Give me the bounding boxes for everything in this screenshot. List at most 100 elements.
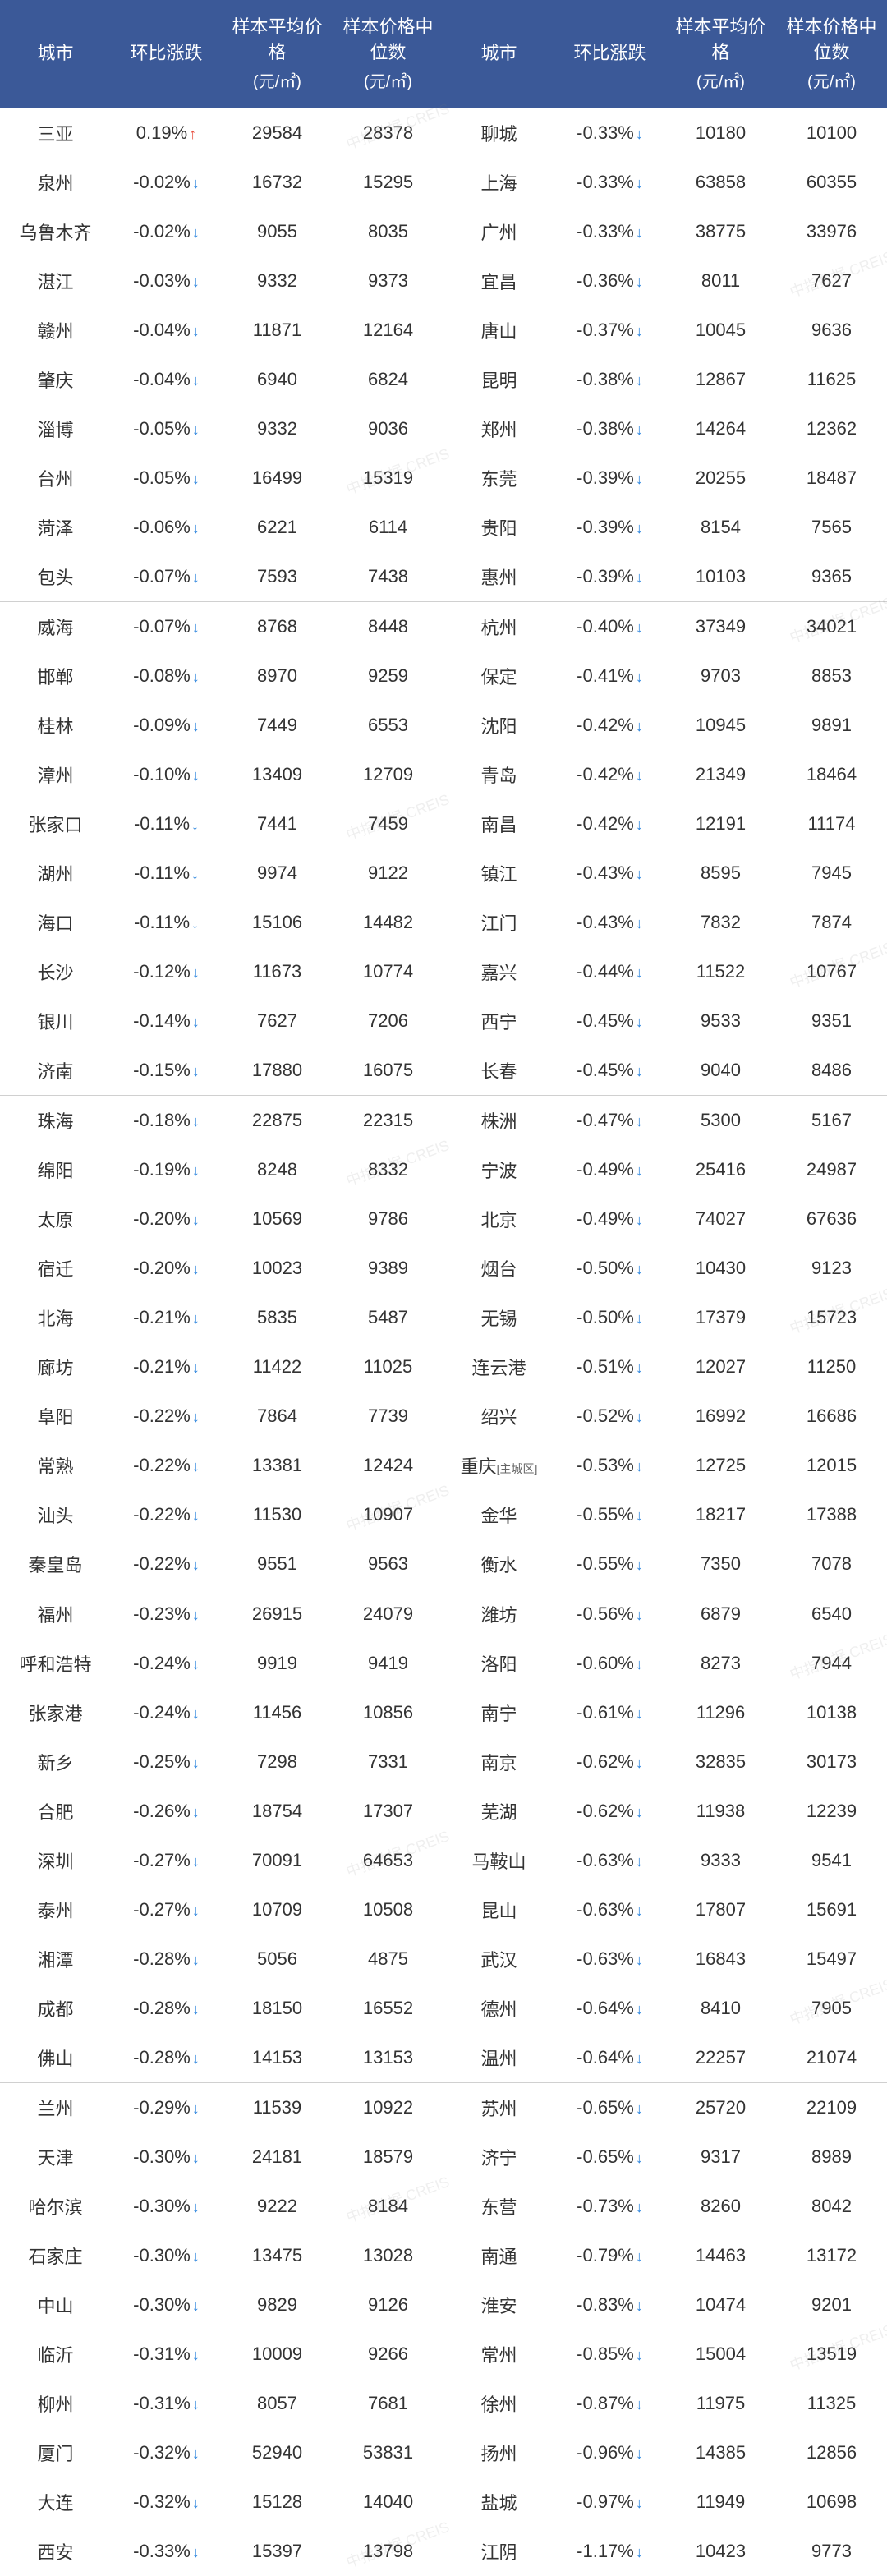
city-cell: 桂林	[0, 701, 111, 750]
city-cell: 衡水	[444, 1539, 554, 1589]
avg-cell: 7441	[222, 799, 333, 849]
change-cell: -0.18%↓	[111, 1095, 222, 1145]
table-row: 西安-0.33%↓1539713798中指数据 CREIS江阴-1.17%↓10…	[0, 2527, 887, 2576]
table-row: 威海-0.07%↓87688448杭州-0.40%↓3734934021中指数据…	[0, 601, 887, 651]
avg-cell: 14385	[665, 2428, 776, 2477]
change-value: 0.19%	[136, 122, 187, 143]
change-value: -0.03%	[133, 270, 191, 291]
change-cell: -0.09%↓	[111, 701, 222, 750]
median-cell: 9365	[776, 552, 887, 602]
table-row: 石家庄-0.30%↓1347513028南通-0.79%↓1446313172	[0, 2231, 887, 2280]
avg-cell: 70091	[222, 1836, 333, 1885]
header-median-label-r: 样本价格中位数	[786, 16, 876, 62]
median-cell: 10100	[776, 108, 887, 158]
change-value: -0.15%	[133, 1060, 191, 1080]
change-value: -0.32%	[133, 2442, 191, 2463]
city-cell: 绍兴	[444, 1392, 554, 1441]
avg-cell: 11456	[222, 1688, 333, 1737]
table-row: 包头-0.07%↓75937438惠州-0.39%↓101039365	[0, 552, 887, 602]
avg-cell: 11539	[222, 2082, 333, 2132]
median-cell: 15497	[776, 1934, 887, 1984]
median-cell: 14040	[333, 2477, 444, 2527]
arrow-down-icon: ↓	[192, 421, 200, 438]
arrow-down-icon: ↓	[192, 1755, 200, 1771]
avg-cell: 11949	[665, 2477, 776, 2527]
arrow-down-icon: ↓	[192, 323, 200, 339]
arrow-down-icon: ↓	[636, 2347, 643, 2363]
median-cell: 9419	[333, 1639, 444, 1688]
city-cell: 贵阳	[444, 503, 554, 552]
median-cell: 13153	[333, 2033, 444, 2083]
change-value: -0.64%	[577, 2047, 634, 2068]
arrow-down-icon: ↓	[636, 767, 643, 784]
change-cell: -0.28%↓	[111, 2033, 222, 2083]
median-cell: 7874	[776, 898, 887, 947]
median-cell: 15723中指数据 CREIS	[776, 1293, 887, 1342]
city-cell: 沈阳	[444, 701, 554, 750]
table-row: 合肥-0.26%↓1875417307芜湖-0.62%↓1193812239	[0, 1787, 887, 1836]
arrow-down-icon: ↓	[636, 1507, 643, 1524]
arrow-down-icon: ↓	[192, 669, 200, 685]
arrow-down-icon: ↓	[192, 2347, 200, 2363]
avg-cell: 7627	[222, 996, 333, 1046]
arrow-down-icon: ↓	[636, 569, 643, 586]
table-row: 湛江-0.03%↓93329373宜昌-0.36%↓80117627中指数据 C…	[0, 256, 887, 306]
table-row: 长沙-0.12%↓1167310774嘉兴-0.44%↓1152210767中指…	[0, 947, 887, 996]
city-cell: 无锡	[444, 1293, 554, 1342]
city-cell: 西安	[0, 2527, 111, 2576]
table-row: 银川-0.14%↓76277206西宁-0.45%↓95339351	[0, 996, 887, 1046]
change-cell: -0.30%↓	[111, 2132, 222, 2182]
change-value: -0.27%	[133, 1850, 191, 1870]
arrow-down-icon: ↓	[192, 1458, 200, 1474]
arrow-down-icon: ↓	[636, 1607, 643, 1623]
header-median-label: 样本价格中位数	[342, 16, 433, 62]
median-cell: 6540	[776, 1589, 887, 1639]
change-value: -1.17%	[577, 2541, 634, 2561]
table-row: 三亚0.19%↑2958428378中指数据 CREIS聊城-0.33%↓101…	[0, 108, 887, 158]
change-value: -0.22%	[133, 1504, 191, 1525]
avg-cell: 7864	[222, 1392, 333, 1441]
arrow-down-icon: ↓	[192, 1063, 200, 1079]
city-cell: 济南	[0, 1046, 111, 1096]
median-cell: 8332中指数据 CREIS	[333, 1145, 444, 1194]
change-value: -0.04%	[133, 369, 191, 389]
city-cell: 东莞	[444, 453, 554, 503]
change-cell: -0.30%↓	[111, 2231, 222, 2280]
change-value: -0.19%	[133, 1159, 191, 1180]
change-value: -0.63%	[577, 1899, 634, 1920]
change-value: -0.39%	[577, 467, 634, 488]
change-cell: -0.12%↓	[111, 947, 222, 996]
arrow-down-icon: ↓	[636, 421, 643, 438]
table-row: 汕头-0.22%↓1153010907中指数据 CREIS金华-0.55%↓18…	[0, 1490, 887, 1539]
change-value: -0.38%	[577, 369, 634, 389]
arrow-down-icon: ↓	[192, 2445, 200, 2462]
city-cell: 菏泽	[0, 503, 111, 552]
avg-cell: 29584	[222, 108, 333, 158]
avg-cell: 11296	[665, 1688, 776, 1737]
arrow-down-icon: ↓	[636, 816, 643, 833]
median-cell: 6114	[333, 503, 444, 552]
avg-cell: 15397	[222, 2527, 333, 2576]
city-cell: 临沂	[0, 2330, 111, 2379]
arrow-down-icon: ↓	[192, 1853, 200, 1870]
median-cell: 12362	[776, 404, 887, 453]
change-cell: -0.05%↓	[111, 453, 222, 503]
change-cell: -1.17%↓	[554, 2527, 665, 2576]
arrow-down-icon: ↓	[636, 964, 643, 981]
arrow-down-icon: ↓	[636, 2248, 643, 2265]
header-median-unit-r: (元/㎡)	[779, 71, 884, 94]
avg-cell: 9317	[665, 2132, 776, 2182]
change-value: -0.07%	[133, 566, 191, 586]
avg-cell: 6940	[222, 355, 333, 404]
median-cell: 60355	[776, 158, 887, 207]
change-value: -0.29%	[133, 2097, 191, 2118]
arrow-down-icon: ↓	[192, 1409, 200, 1425]
median-cell: 7905中指数据 CREIS	[776, 1984, 887, 2033]
arrow-down-icon: ↓	[192, 2495, 200, 2511]
change-cell: -0.29%↓	[111, 2082, 222, 2132]
change-value: -0.21%	[133, 1307, 191, 1327]
arrow-down-icon: ↓	[192, 1804, 200, 1820]
avg-cell: 9703	[665, 651, 776, 701]
table-row: 阜阳-0.22%↓78647739绍兴-0.52%↓1699216686	[0, 1392, 887, 1441]
city-cell: 嘉兴	[444, 947, 554, 996]
